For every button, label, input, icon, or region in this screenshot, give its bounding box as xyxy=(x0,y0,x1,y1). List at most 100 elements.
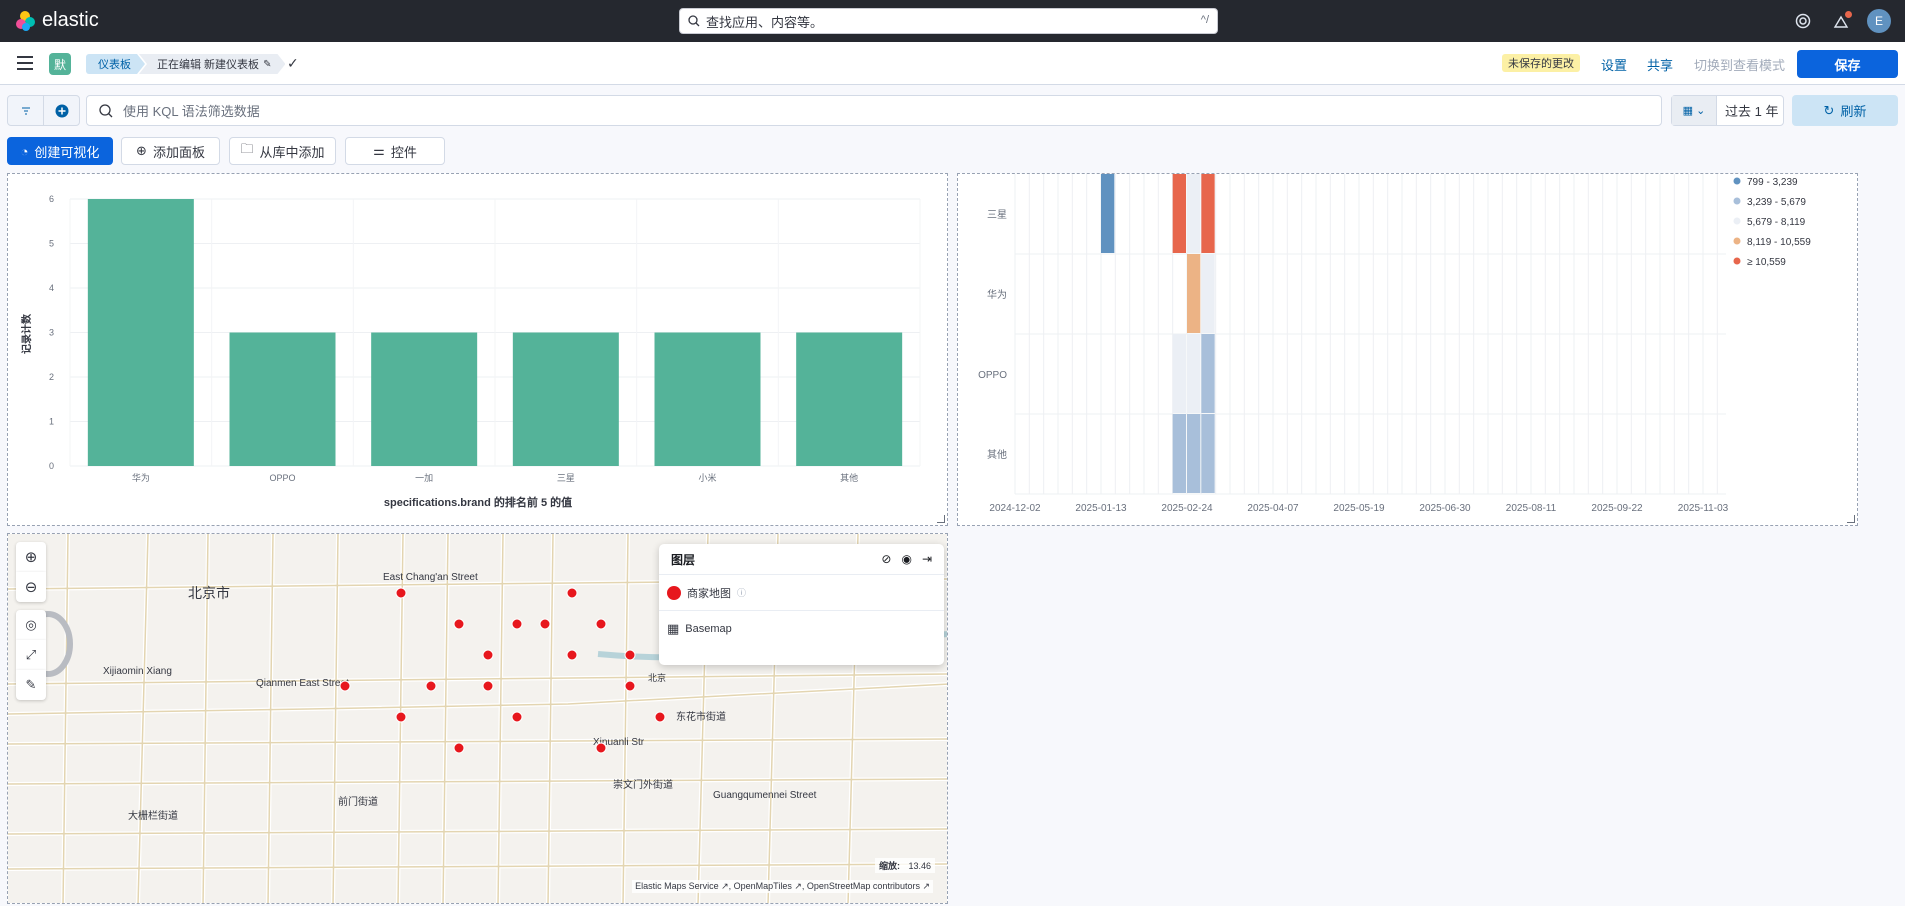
x-tick-label: 2025-06-30 xyxy=(1419,503,1471,514)
legend-label[interactable]: 5,679 - 8,119 xyxy=(1747,217,1806,228)
store-marker[interactable] xyxy=(482,680,494,692)
heatmap-cell[interactable] xyxy=(1201,174,1215,253)
legend-label[interactable]: 799 - 3,239 xyxy=(1747,177,1798,188)
heatmap-cell[interactable] xyxy=(1101,174,1115,253)
fit-to-data-button[interactable]: ◎ xyxy=(16,610,46,640)
bar[interactable] xyxy=(512,332,619,467)
kql-search-input[interactable]: 使用 KQL 语法筛选数据 xyxy=(86,95,1662,126)
show-all-layers-icon[interactable]: ◉ xyxy=(901,552,912,566)
store-marker[interactable] xyxy=(511,618,523,630)
add-filter-button[interactable] xyxy=(44,96,79,125)
legend-label[interactable]: ≥ 10,559 xyxy=(1747,257,1786,268)
add-panel-button[interactable]: ⊕ 添加面板 xyxy=(121,137,220,165)
store-marker[interactable] xyxy=(482,649,494,661)
heatmap-cell[interactable] xyxy=(1201,414,1215,493)
street xyxy=(137,534,149,903)
map-attribution: Elastic Maps Service ↗, OpenMapTiles ↗, … xyxy=(632,880,933,893)
date-range-label[interactable]: 过去 1 年 xyxy=(1725,104,1779,119)
heatmap-cell[interactable] xyxy=(1201,254,1215,333)
store-marker[interactable] xyxy=(566,587,578,599)
store-marker[interactable] xyxy=(453,742,465,754)
store-marker[interactable] xyxy=(624,649,636,661)
calendar-icon[interactable]: ▦ ⌄ xyxy=(1672,96,1717,125)
street xyxy=(497,534,504,903)
controls-button[interactable]: ⚌ 控件 xyxy=(345,137,445,165)
heatmap-cell[interactable] xyxy=(1172,174,1186,253)
legend-swatch xyxy=(1733,237,1741,245)
create-visualization-label: 创建可视化 xyxy=(34,144,100,160)
heatmap-cell[interactable] xyxy=(1172,414,1186,493)
top-header: elastic 查找应用、内容等。 ^/ E xyxy=(0,0,1905,42)
avatar[interactable]: E xyxy=(1867,9,1891,33)
date-picker[interactable]: ▦ ⌄ 过去 1 年 xyxy=(1671,95,1784,126)
info-icon: ⓘ xyxy=(737,588,747,598)
space-avatar[interactable]: 默 xyxy=(49,53,71,75)
fullscreen-button[interactable]: ⤢ xyxy=(16,640,46,670)
bar[interactable] xyxy=(371,332,478,467)
menu-toggle-icon[interactable] xyxy=(17,56,33,70)
heatmap-cell[interactable] xyxy=(1172,334,1186,413)
panel-resize-handle[interactable] xyxy=(1847,515,1855,523)
share-link[interactable]: 共享 xyxy=(1647,58,1674,73)
layer-row[interactable]: ▦ Basemap xyxy=(659,611,944,647)
news-feed-icon[interactable] xyxy=(1829,9,1853,33)
zoom-in-button[interactable]: ⊕ xyxy=(16,542,46,572)
x-tick-label: OPPO xyxy=(269,473,295,483)
street xyxy=(332,534,339,903)
bar[interactable] xyxy=(229,332,336,467)
x-tick-label: 2025-02-24 xyxy=(1161,503,1213,514)
store-marker[interactable] xyxy=(624,680,636,692)
store-marker[interactable] xyxy=(539,618,551,630)
store-marker[interactable] xyxy=(395,587,407,599)
add-from-library-button[interactable]: 🗀 从库中添加 xyxy=(229,137,336,165)
store-marker[interactable] xyxy=(595,618,607,630)
unsaved-changes-badge: 未保存的更改 xyxy=(1502,54,1580,72)
create-visualization-button[interactable]: ◔ 创建可视化 xyxy=(7,137,113,165)
heatmap-cell[interactable] xyxy=(1187,414,1201,493)
attribution-link[interactable]: OpenMapTiles xyxy=(733,881,792,891)
store-marker[interactable] xyxy=(425,680,437,692)
legend-label[interactable]: 8,119 - 10,559 xyxy=(1747,237,1811,248)
zoom-out-button[interactable]: ⊖ xyxy=(16,572,46,602)
store-marker[interactable] xyxy=(395,711,407,723)
bar[interactable] xyxy=(796,332,903,467)
bar[interactable] xyxy=(87,199,194,466)
save-button[interactable]: 保存 xyxy=(1797,50,1898,78)
filter-menu-button[interactable] xyxy=(8,96,44,125)
global-search-input[interactable]: 查找应用、内容等。 ^/ xyxy=(679,8,1218,34)
map-label: 北京市 xyxy=(188,585,230,601)
refresh-button[interactable]: ↻ 刷新 xyxy=(1792,95,1898,126)
store-marker[interactable] xyxy=(595,742,607,754)
store-marker[interactable] xyxy=(453,618,465,630)
heatmap-cell[interactable] xyxy=(1201,334,1215,413)
breadcrumb-dashboards[interactable]: 仪表板 xyxy=(86,54,145,74)
store-marker[interactable] xyxy=(654,711,666,723)
map-label: 北京 xyxy=(648,672,666,683)
street xyxy=(8,778,947,785)
hide-all-layers-icon[interactable]: ⊘ xyxy=(881,552,892,566)
check-icon[interactable]: ✓ xyxy=(287,55,299,71)
settings-link[interactable]: 设置 xyxy=(1601,58,1628,73)
map-label: Xinuanli Str xyxy=(593,737,645,748)
help-icon[interactable] xyxy=(1791,9,1815,33)
switch-to-view-mode-link[interactable]: 切换到查看模式 xyxy=(1694,58,1786,73)
store-marker[interactable] xyxy=(511,711,523,723)
y-tick-label: 3 xyxy=(49,328,54,338)
store-marker[interactable] xyxy=(339,680,351,692)
bar[interactable] xyxy=(654,332,761,467)
legend-label[interactable]: 3,239 - 5,679 xyxy=(1747,197,1806,208)
heatmap-cell[interactable] xyxy=(1187,174,1201,253)
breadcrumb-editing[interactable]: 正在编辑 新建仪表板 ✎ xyxy=(139,54,285,74)
x-tick-label: 2025-09-22 xyxy=(1591,503,1643,514)
heatmap-cell[interactable] xyxy=(1187,254,1201,333)
layer-row[interactable]: 商家地图 ⓘ xyxy=(659,575,944,611)
attribution-link[interactable]: Elastic Maps Service xyxy=(635,881,719,891)
attribution-link[interactable]: OpenStreetMap contributors xyxy=(806,881,920,891)
tools-button[interactable]: ✎ xyxy=(16,670,46,700)
collapse-layers-icon[interactable]: ⇥ xyxy=(921,552,932,566)
store-marker[interactable] xyxy=(566,649,578,661)
heatmap-cell[interactable] xyxy=(1187,334,1201,413)
panel-resize-handle[interactable] xyxy=(937,515,945,523)
x-tick-label: 华为 xyxy=(132,472,150,483)
elastic-logo[interactable]: elastic xyxy=(14,9,99,32)
